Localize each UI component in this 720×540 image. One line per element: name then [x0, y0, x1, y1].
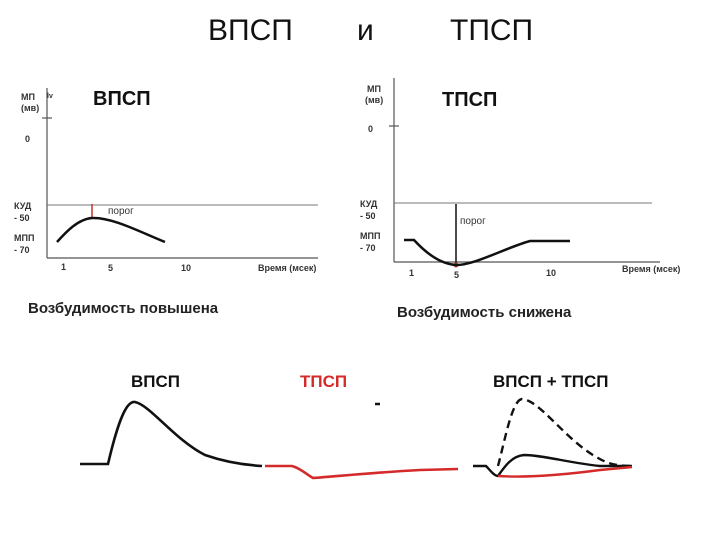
- bottom-epsp-label: ВПСП: [131, 372, 180, 391]
- left-mpp-label: МПП: [14, 233, 35, 243]
- right-threshold-label: порог: [460, 216, 486, 227]
- left-y-unit-mark: lv: [47, 93, 53, 100]
- bottom-ipsp-trace: [265, 464, 459, 480]
- right-y-label-mp: МП: [367, 84, 381, 94]
- right-x-tick-1: 1: [409, 268, 415, 278]
- left-kud-value: - 50: [14, 213, 30, 223]
- sum-epsp-dashed: [496, 397, 633, 468]
- bottom-ipsp-label: ТПСП: [300, 372, 348, 391]
- left-y-label-mp: МП: [21, 92, 35, 102]
- right-ipsp-curve: [404, 238, 570, 267]
- left-y-label-unit: (мв): [21, 103, 40, 113]
- sum-combined-curve: [497, 453, 632, 477]
- right-kud-value: - 50: [360, 211, 376, 221]
- right-y-zero: 0: [368, 124, 374, 134]
- left-caption: Возбудимость повышена: [28, 300, 219, 317]
- left-x-tick-1: 1: [61, 262, 67, 272]
- header-title-ipsp: ТПСП: [450, 14, 534, 47]
- bottom-sum-label: ВПСП + ТПСП: [493, 372, 609, 391]
- bottom-traces: [80, 397, 633, 480]
- left-y-zero: 0: [25, 134, 31, 144]
- left-epsp-curve: [56, 216, 166, 244]
- left-x-axis-label: Время (мсек): [258, 263, 317, 273]
- sum-ipsp-red: [497, 465, 633, 478]
- right-x-tick-10: 10: [546, 268, 557, 278]
- header-title-epsp: ВПСП: [208, 14, 293, 47]
- left-x-tick-5: 5: [108, 263, 114, 273]
- right-x-tick-5: 5: [454, 270, 460, 280]
- sum-baseline-black: [473, 464, 499, 478]
- header-title-and: и: [357, 14, 374, 47]
- left-plot-graphics: [42, 88, 318, 259]
- right-mpp-label: МПП: [360, 231, 381, 241]
- right-x-axis-label: Время (мсек): [622, 264, 681, 274]
- left-x-tick-10: 10: [181, 263, 192, 273]
- right-kud-label: КУД: [360, 199, 378, 209]
- bottom-epsp-trace: [80, 400, 263, 468]
- left-threshold-label: порог: [108, 206, 134, 217]
- right-y-label-unit: (мв): [365, 95, 384, 105]
- right-mpp-value: - 70: [360, 243, 376, 253]
- left-kud-label: КУД: [14, 201, 32, 211]
- right-plot-title: ТПСП: [442, 89, 498, 111]
- left-mpp-value: - 70: [14, 245, 30, 255]
- right-caption: Возбудимость снижена: [397, 304, 572, 321]
- left-plot-title: ВПСП: [93, 88, 151, 110]
- right-plot-graphics: [389, 78, 660, 268]
